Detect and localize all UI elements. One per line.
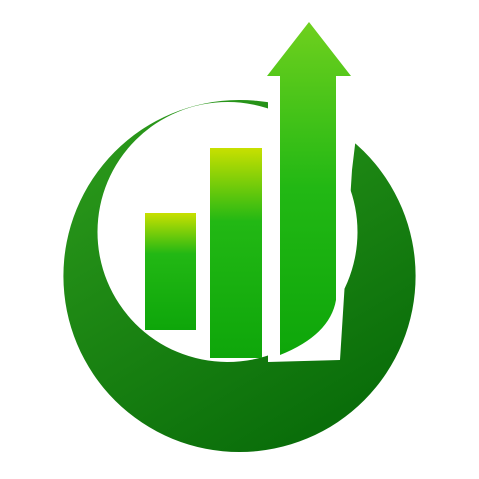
arrow-up-bar-icon xyxy=(267,22,351,355)
bar-medium-icon xyxy=(210,148,262,358)
bar-short-icon xyxy=(145,213,196,330)
crescent-ring-shape xyxy=(63,99,416,453)
